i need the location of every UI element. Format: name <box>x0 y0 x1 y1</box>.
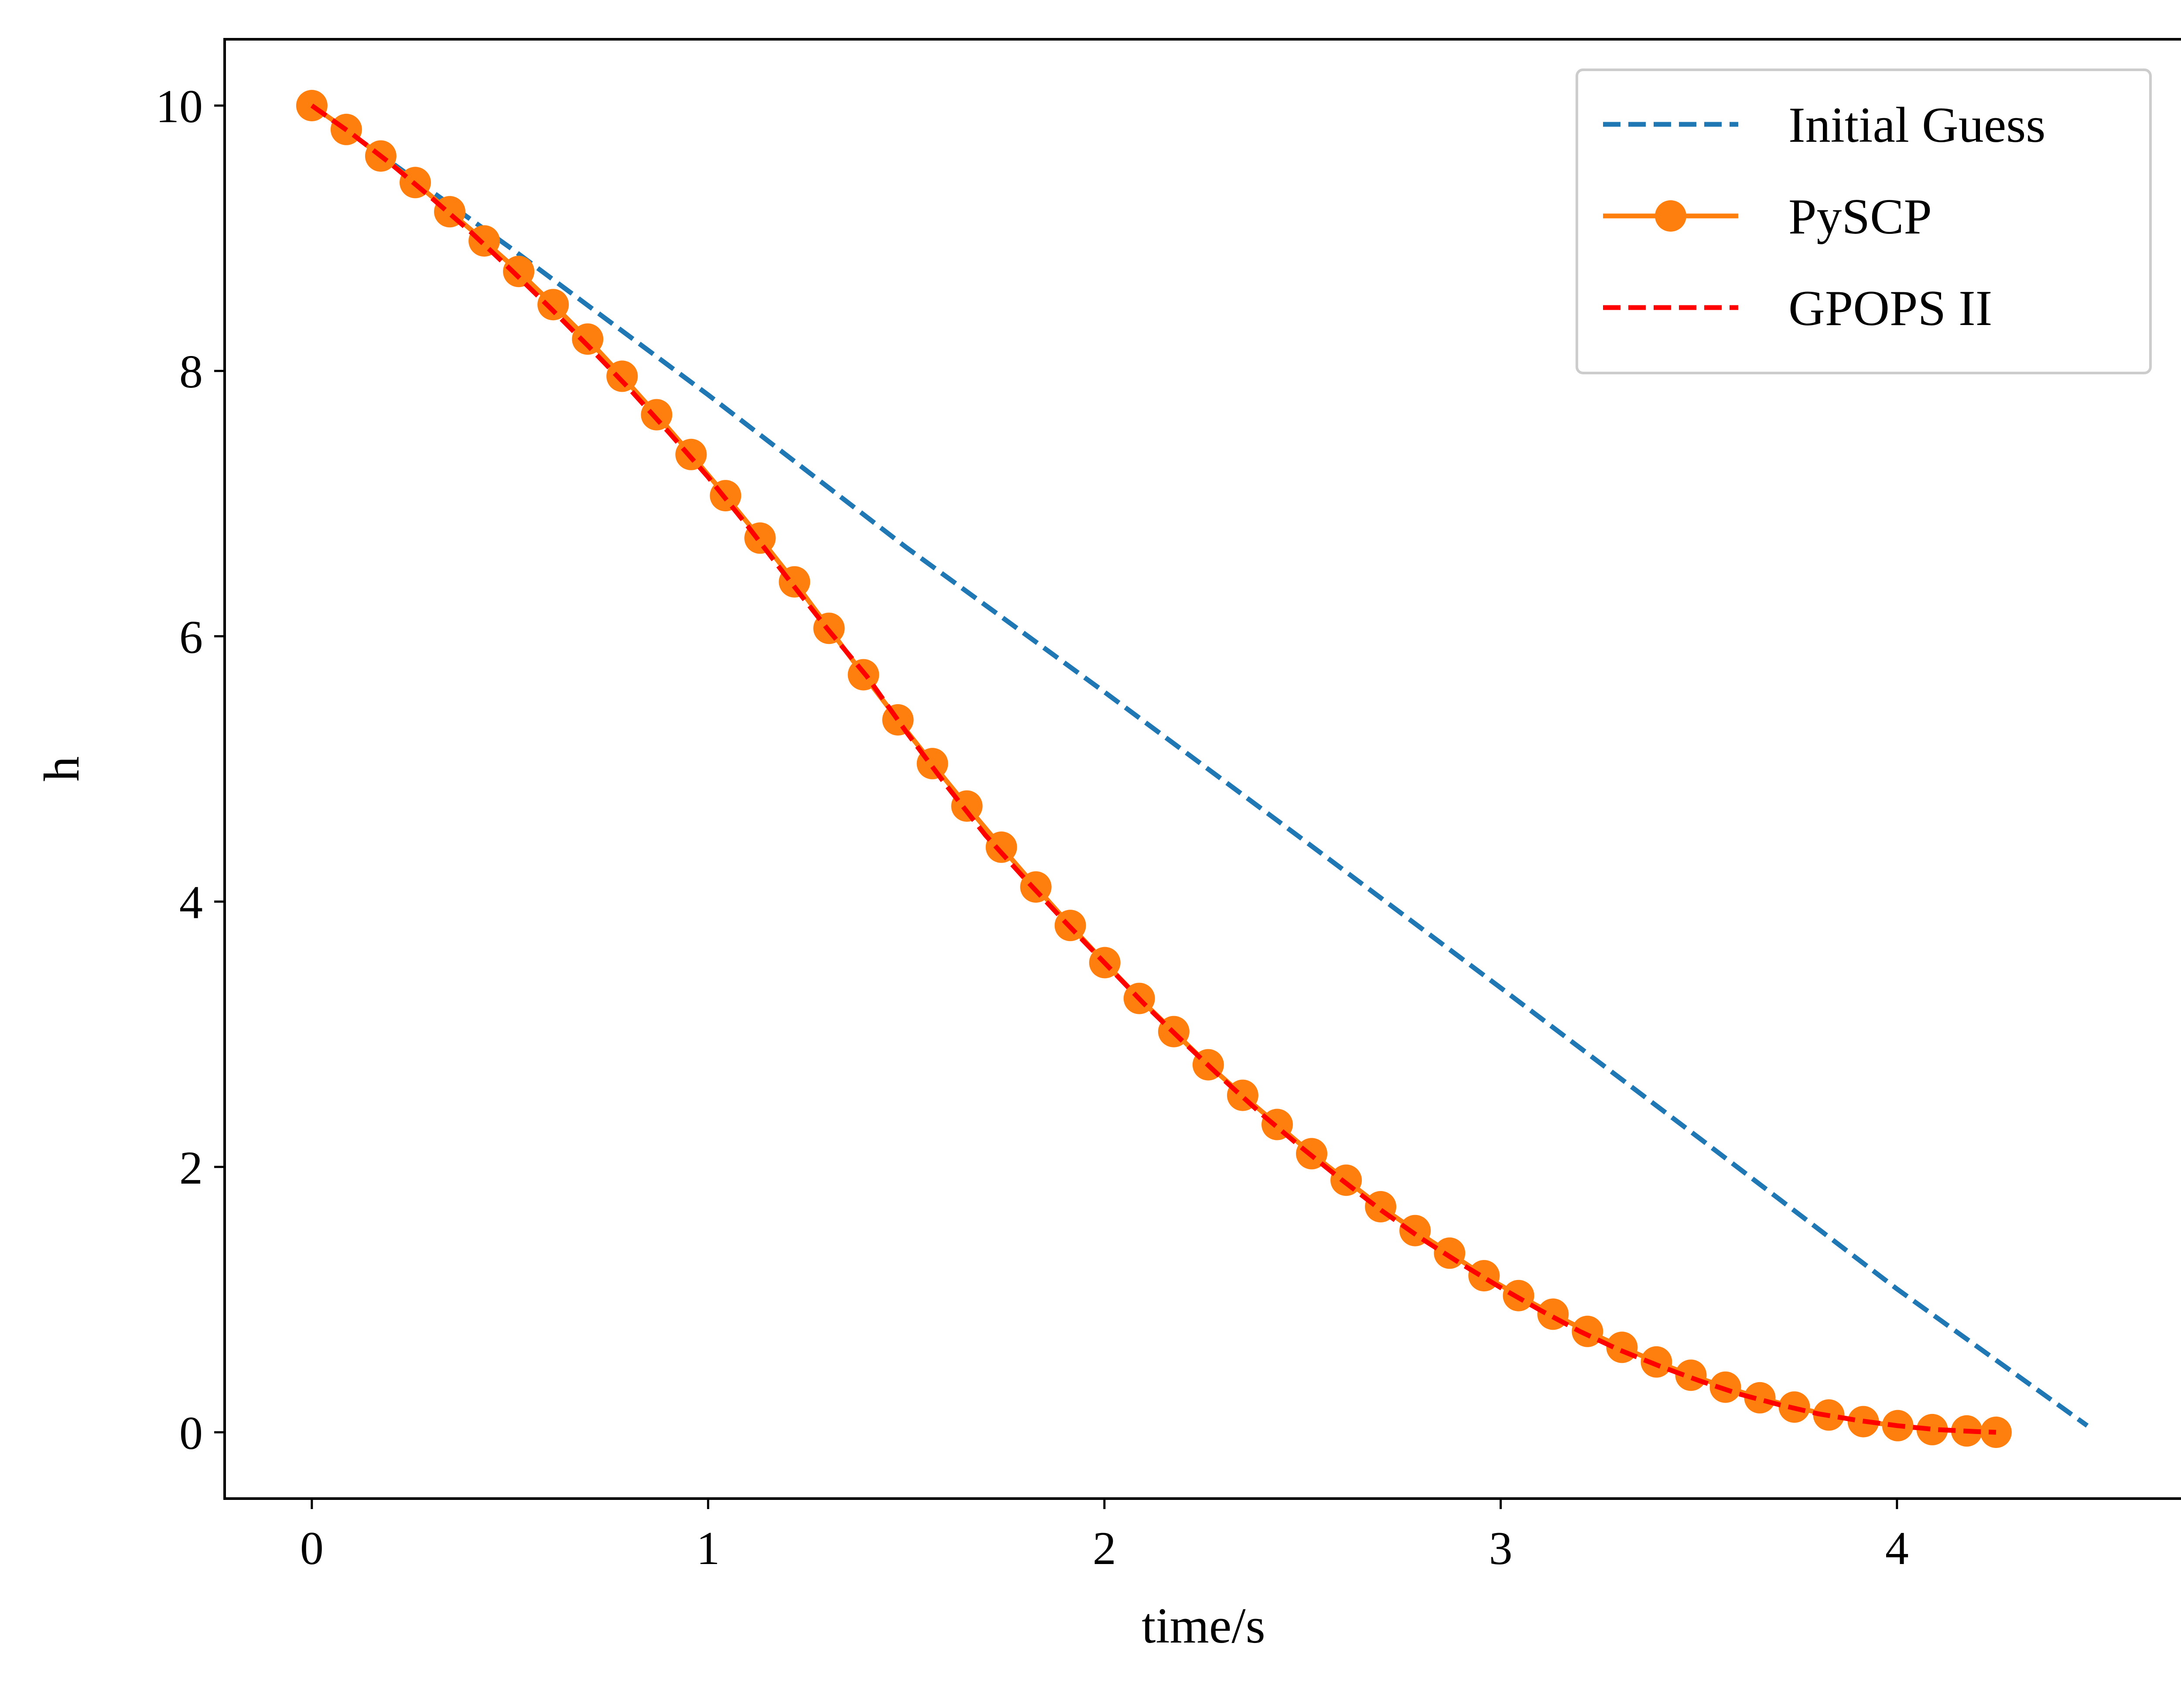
y-tick-label-0: 0 <box>179 1407 203 1459</box>
x-tick-label-0: 0 <box>300 1523 324 1575</box>
data-point-pyscp-17 <box>882 704 914 736</box>
data-point-pyscp-7 <box>537 289 569 321</box>
data-point-pyscp-6 <box>503 256 535 288</box>
data-point-pyscp-40 <box>1675 1359 1707 1391</box>
series-line-initial-guess <box>310 103 2089 1428</box>
y-tick-label-2: 2 <box>179 1142 203 1194</box>
y-tick-label-8: 8 <box>179 346 203 398</box>
y-tick-label-4: 4 <box>179 877 203 929</box>
plot-frame <box>223 38 2181 1500</box>
data-point-pyscp-33 <box>1434 1237 1466 1269</box>
y-tick-label-10: 10 <box>156 81 203 133</box>
data-point-pyscp-9 <box>606 360 638 392</box>
series-layer <box>296 90 2089 1448</box>
legend-entry-initial-guess: Initial Guess <box>1788 97 2046 153</box>
y-axis-label: h <box>34 756 90 782</box>
legend-marker-pyscp <box>1655 200 1686 232</box>
data-point-pyscp-20 <box>985 831 1017 863</box>
data-point-pyscp-39 <box>1641 1346 1672 1378</box>
legend: Initial Guess PySCP GPOPS II <box>1576 68 2152 374</box>
data-point-pyscp-8 <box>572 323 604 355</box>
x-tick-label-1: 1 <box>696 1523 720 1575</box>
data-point-pyscp-10 <box>641 399 673 431</box>
x-tick-label-3: 3 <box>1489 1523 1512 1575</box>
ticks-layer: 0 1 2 3 4 0 2 4 6 8 10 <box>156 81 1909 1575</box>
x-axis-label: time/s <box>1142 1598 1265 1654</box>
y-tick-label-6: 6 <box>179 611 203 663</box>
x-tick-label-2: 2 <box>1093 1523 1116 1575</box>
series-line-gpops-ii <box>310 103 1996 1435</box>
legend-entry-gpops-ii: GPOPS II <box>1788 281 1992 336</box>
data-point-pyscp-47 <box>1916 1414 1948 1445</box>
x-tick-label-4: 4 <box>1885 1523 1909 1575</box>
data-point-pyscp-37 <box>1572 1315 1603 1347</box>
data-point-pyscp-30 <box>1330 1164 1362 1196</box>
legend-entry-pyscp: PySCP <box>1788 189 1932 245</box>
data-point-pyscp-42 <box>1744 1382 1776 1414</box>
legend-box <box>1576 68 2152 374</box>
